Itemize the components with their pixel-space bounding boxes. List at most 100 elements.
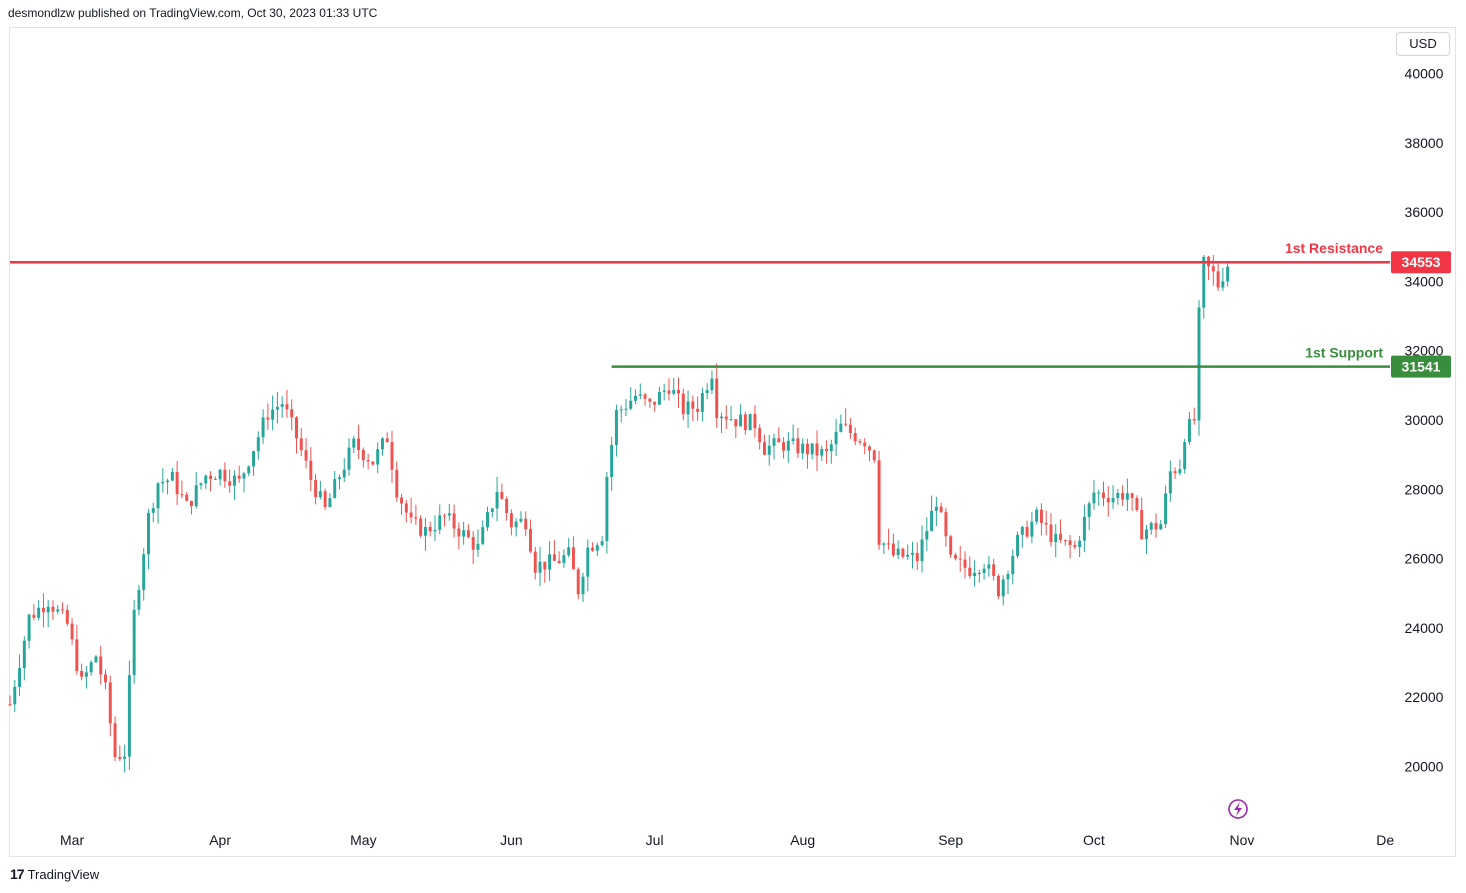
candle-body <box>1197 307 1201 421</box>
candle-body <box>748 413 752 431</box>
candle-body <box>1035 509 1039 522</box>
x-tick-label: Aug <box>790 832 815 848</box>
candle-body <box>810 443 814 455</box>
candle-body <box>934 506 938 511</box>
candle-body <box>342 469 346 478</box>
y-tick-label: 38000 <box>1405 135 1444 151</box>
candle-body <box>686 401 690 415</box>
candle-body <box>619 409 623 411</box>
candle-body <box>185 494 189 501</box>
candle-body <box>1039 509 1043 523</box>
footer-brand[interactable]: 17 TradingView <box>10 866 99 882</box>
y-tick-label: 28000 <box>1405 481 1444 497</box>
candle-body <box>366 460 370 462</box>
candle-body <box>471 537 475 550</box>
candle-body <box>1097 492 1101 494</box>
candle-body <box>404 503 408 513</box>
candle-body <box>1082 516 1086 541</box>
candle-body <box>848 424 852 434</box>
candle-body <box>357 438 361 451</box>
candle-body <box>538 561 542 573</box>
candle-body <box>1054 533 1058 543</box>
candle-body <box>1149 522 1153 530</box>
candle-body <box>252 451 256 467</box>
candle-body <box>333 479 337 499</box>
candle-body <box>591 547 595 551</box>
x-tick-label: Nov <box>1230 832 1255 848</box>
flash-icon[interactable] <box>1228 799 1248 819</box>
candle-body <box>1063 539 1067 541</box>
candle-body <box>677 389 680 394</box>
candle-body <box>170 472 174 481</box>
y-tick-label: 22000 <box>1405 689 1444 705</box>
candle-body <box>146 512 150 555</box>
candle-body <box>657 391 661 405</box>
candle-body <box>22 640 26 669</box>
candle-body <box>304 450 308 461</box>
candle-body <box>887 543 891 545</box>
candle-body <box>753 413 757 429</box>
candle-body <box>1006 574 1010 580</box>
time-axis: Mar Apr May Jun Jul Aug Sep Oct Nov De <box>60 832 1394 848</box>
candle-body <box>1221 281 1225 288</box>
candle-body <box>433 529 437 532</box>
candle-body <box>624 408 628 410</box>
candle-body <box>801 443 805 454</box>
x-tick-label: Jul <box>646 832 664 848</box>
price-badge <box>1391 251 1451 274</box>
candle-body <box>505 498 509 514</box>
resistance-label: 1st Resistance <box>1285 240 1383 256</box>
candle-body <box>548 554 552 570</box>
candle-body <box>32 614 36 618</box>
candle-body <box>629 400 633 409</box>
candle-body <box>1178 469 1182 474</box>
candle-body <box>380 438 384 450</box>
candle-body <box>958 558 962 560</box>
candle-body <box>1025 527 1029 537</box>
candle-body <box>1049 524 1053 543</box>
candle-body <box>104 674 107 683</box>
candle-body <box>715 378 719 419</box>
candle-body <box>562 555 566 564</box>
candle-body <box>815 443 819 456</box>
candle-body <box>18 668 22 687</box>
candle-body <box>595 545 599 551</box>
candle-body <box>361 450 365 461</box>
candle-body <box>963 559 967 568</box>
candle-body <box>920 539 924 562</box>
candle-body <box>1144 529 1148 540</box>
candle-body <box>123 756 127 759</box>
candle-body <box>571 547 575 570</box>
candle-body <box>729 419 733 421</box>
candle-body <box>509 513 513 528</box>
candle-body <box>953 554 957 559</box>
y-tick-label: 40000 <box>1405 66 1444 82</box>
candle-body <box>318 491 322 498</box>
candle-body <box>839 423 843 432</box>
candle-body <box>743 414 747 431</box>
candle-body <box>844 423 848 425</box>
candle-body <box>385 438 389 443</box>
candle-body <box>758 428 762 443</box>
candle-body <box>638 394 642 396</box>
x-tick-label: May <box>350 832 376 848</box>
candle-body <box>199 483 203 486</box>
candle-body <box>151 508 155 513</box>
currency-selector[interactable]: USD <box>1396 32 1450 56</box>
candle-body <box>700 393 704 412</box>
candle-body <box>1164 493 1168 525</box>
candle-body <box>720 416 723 419</box>
candle-body <box>576 569 580 595</box>
candle-body <box>987 564 991 569</box>
candle-body <box>1183 442 1187 470</box>
candle-body <box>347 447 351 470</box>
candle-body <box>266 417 270 420</box>
x-tick-label: Sep <box>938 832 963 848</box>
y-tick-label: 24000 <box>1405 620 1444 636</box>
candle-body <box>1106 498 1110 503</box>
candle-body <box>610 444 614 477</box>
candle-body <box>805 443 809 455</box>
candle-body <box>390 442 394 470</box>
candle-body <box>605 476 609 542</box>
